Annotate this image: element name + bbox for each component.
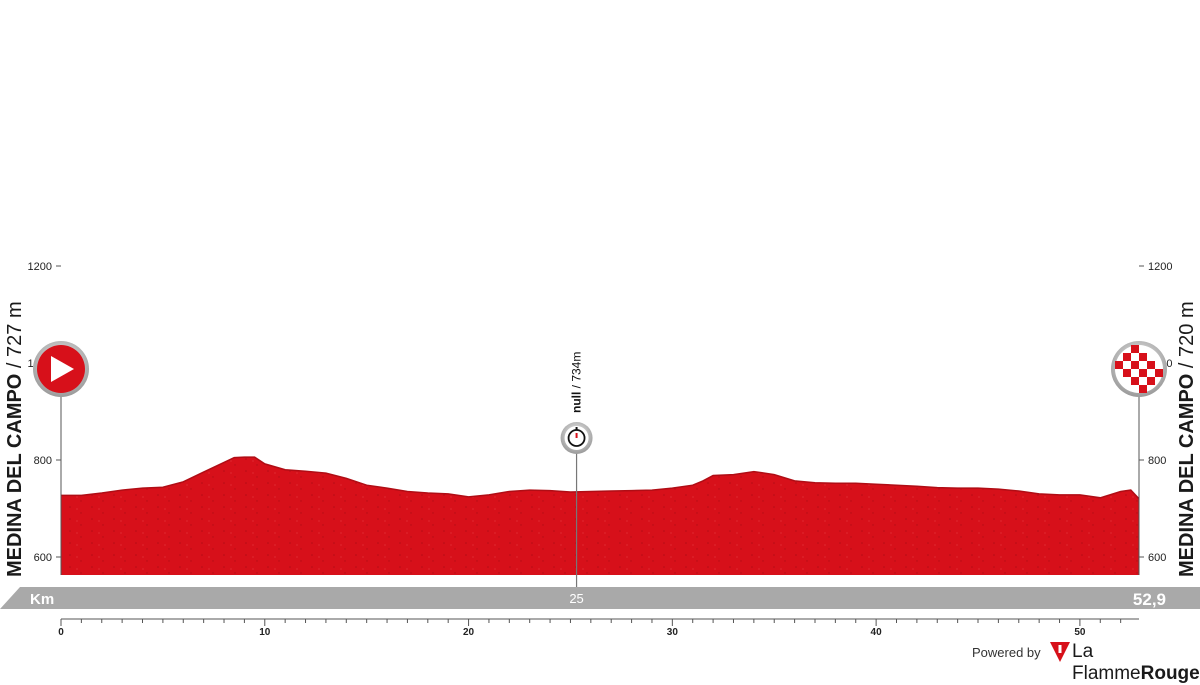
x-tick-label: 0 [58, 627, 64, 638]
total-distance-label: 52,9 [1133, 590, 1166, 609]
y-tick-label-right: 1200 [1148, 261, 1172, 273]
brand-name: La FlammeRouge [1072, 641, 1200, 684]
checker-square [1139, 353, 1147, 361]
km-label: Km [30, 591, 54, 608]
checker-square [1123, 353, 1131, 361]
checker-square [1155, 369, 1163, 377]
powered-by-label: Powered by [972, 645, 1041, 660]
start-icon [33, 341, 89, 397]
y-tick-label-left: 600 [34, 552, 52, 564]
checker-square [1139, 385, 1147, 393]
la-flamme-rouge-logo-icon [1050, 642, 1070, 662]
checkpoint-km-label: 25 [569, 591, 583, 606]
checker-square [1131, 345, 1139, 353]
x-tick-label: 40 [871, 627, 883, 638]
y-tick-label-left: 1200 [28, 261, 52, 273]
checker-square [1147, 361, 1155, 369]
elevation-profile-edge [61, 456, 1140, 500]
x-tick-label: 50 [1074, 627, 1086, 638]
stopwatch-icon [560, 422, 593, 454]
y-tick-label-left: 800 [34, 455, 52, 467]
x-tick-label: 10 [259, 627, 271, 638]
finish-town-label: MEDINA DEL CAMPO / 720 m [1176, 301, 1198, 577]
finish-flag-icon [1111, 341, 1167, 397]
checker-square [1115, 361, 1123, 369]
y-tick-label-right: 600 [1148, 552, 1166, 564]
checker-square [1139, 369, 1147, 377]
checkpoint-label: null / 734m [570, 352, 584, 413]
y-tick-label-right: 800 [1148, 455, 1166, 467]
km-bar [0, 587, 1200, 609]
x-tick-label: 30 [667, 627, 679, 638]
stage-profile-chart: 6006008008001000100012001200 null / 734m… [0, 261, 1200, 662]
start-town-label: MEDINA DEL CAMPO / 727 m [4, 301, 26, 577]
x-tick-label: 20 [463, 627, 475, 638]
checker-square [1123, 369, 1131, 377]
elevation-profile-area [61, 457, 1139, 575]
checker-square [1147, 377, 1155, 385]
checker-square [1131, 361, 1139, 369]
checker-square [1131, 377, 1139, 385]
